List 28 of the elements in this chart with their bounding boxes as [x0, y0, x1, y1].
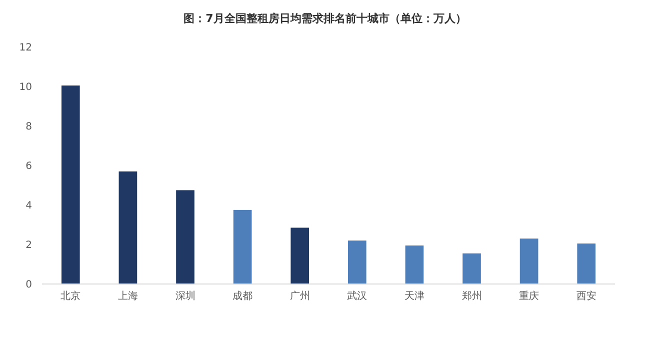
bar: [577, 244, 596, 284]
x-tick-label: 北京: [60, 290, 81, 302]
y-tick-label: 2: [26, 240, 32, 251]
x-tick-label: 西安: [576, 290, 596, 302]
bar: [118, 171, 138, 284]
x-tick-label: 上海: [118, 290, 138, 302]
bar: [61, 86, 80, 284]
x-tick-label: 天津: [404, 290, 424, 302]
x-tick-label: 广州: [290, 290, 310, 302]
y-tick-label: 4: [26, 200, 32, 212]
y-tick-label: 12: [19, 42, 32, 54]
bar: [290, 228, 310, 284]
y-tick-label: 6: [26, 161, 32, 172]
bar: [348, 240, 366, 284]
x-tick-label: 成都: [232, 290, 253, 302]
y-tick-label: 10: [19, 82, 32, 93]
chart-title: 图：7月全国整租房日均需求排名前十城市（单位：万人）: [184, 12, 466, 25]
x-tick-label: 深圳: [175, 290, 196, 302]
y-tick-label: 0: [26, 280, 32, 290]
y-tick-label: 8: [26, 122, 32, 132]
bar: [176, 190, 194, 284]
x-tick-label: 郑州: [462, 290, 482, 302]
bar: [462, 253, 481, 284]
bar: [520, 238, 538, 284]
bar: [405, 245, 424, 284]
bar: [233, 210, 252, 284]
x-tick-label: 武汉: [347, 290, 368, 302]
x-tick-label: 重庆: [519, 290, 540, 302]
